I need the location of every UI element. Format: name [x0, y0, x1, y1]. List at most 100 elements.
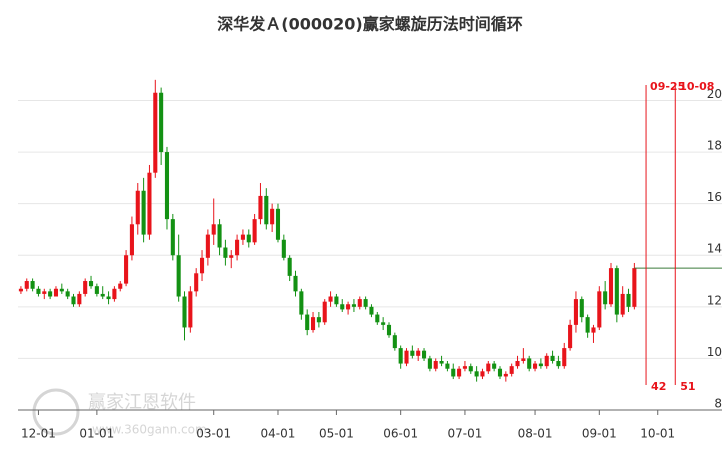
candle-body: [310, 317, 316, 331]
candle-body: [386, 324, 392, 336]
candle-body: [316, 317, 321, 323]
candle-body: [527, 358, 532, 369]
watermark: 赢家江恩软件 www.360gann.com: [32, 388, 207, 437]
x-tick-label: 03-01: [196, 427, 231, 441]
candle-body: [205, 234, 210, 258]
candle-body: [573, 299, 578, 325]
candle-body: [427, 358, 432, 369]
watermark-logo: [32, 388, 80, 436]
candle-body: [299, 291, 304, 315]
y-tick-label: 8: [714, 397, 722, 411]
candle-body: [497, 368, 503, 377]
candle-body: [305, 314, 310, 331]
candle-body: [170, 219, 175, 256]
candle-body: [591, 327, 596, 333]
candle-body: [503, 373, 508, 377]
candle-body: [579, 299, 584, 318]
candle-body: [433, 360, 438, 369]
candle-body: [550, 355, 555, 361]
candle-body: [392, 335, 397, 349]
candle-body: [445, 363, 450, 369]
candle-body: [492, 363, 497, 369]
candle-body: [252, 219, 257, 243]
y-tick-label: 16: [707, 190, 722, 204]
y-tick-label: 18: [707, 139, 722, 153]
candle-body: [462, 366, 467, 369]
candle-body: [597, 291, 602, 328]
x-tick-label: 10-01: [640, 427, 675, 441]
candle-body: [106, 296, 111, 300]
x-tick-label: 07-01: [448, 427, 483, 441]
candle-body: [141, 190, 146, 235]
x-tick-label: 06-01: [383, 427, 418, 441]
candle-body: [287, 257, 292, 276]
candle-body: [264, 195, 269, 225]
candle-body: [281, 239, 286, 258]
candle-body: [246, 234, 251, 243]
candle-body: [240, 234, 245, 240]
candle-body: [194, 273, 199, 292]
y-tick-label: 20: [707, 87, 722, 101]
candle-body: [129, 224, 134, 256]
candle-body: [381, 322, 386, 325]
candle-body: [556, 360, 561, 367]
candle-body: [398, 348, 403, 364]
candle-body: [159, 92, 164, 153]
candle-body: [71, 296, 76, 305]
candle-body: [65, 291, 70, 297]
candle-body: [451, 368, 456, 377]
candle-body: [53, 288, 59, 297]
chart-title: 深华发Ａ(000020)赢家螺旋历法时间循环: [217, 15, 522, 34]
candle-body: [346, 304, 351, 310]
candle-body: [94, 286, 99, 294]
candle-body: [351, 304, 356, 307]
candle-body: [48, 291, 53, 297]
watermark-name: 赢家江恩软件: [88, 391, 196, 413]
candle-body: [568, 324, 573, 349]
candle-body: [164, 152, 170, 220]
candle-body: [521, 358, 526, 361]
candle-body: [544, 355, 549, 367]
candle-body: [211, 224, 216, 235]
watermark-url: www.360gann.com: [92, 423, 207, 437]
x-tick-label: 09-01: [582, 427, 617, 441]
x-tick-label: 01-01: [79, 427, 114, 441]
candle-body: [199, 257, 205, 274]
candle-body: [30, 281, 35, 289]
candle-body: [18, 288, 23, 292]
candle-body: [275, 208, 281, 240]
candle-body: [457, 368, 462, 377]
cycle-count: 51: [680, 380, 695, 393]
cycle-count: 42: [651, 380, 666, 393]
x-tick-label: 04-01: [261, 427, 296, 441]
candle-body: [77, 293, 82, 305]
candle-body: [480, 371, 485, 377]
candle-body: [322, 301, 327, 323]
x-tick-label: 05-01: [319, 427, 354, 441]
candle-body: [88, 281, 94, 287]
candle-body: [620, 293, 625, 315]
candle-body: [229, 255, 234, 258]
cycle-date: 09-25: [650, 80, 685, 93]
candle-body: [486, 363, 491, 372]
candle-body: [375, 314, 380, 323]
candle-body: [626, 293, 631, 307]
candle-body: [410, 350, 415, 356]
candle-body: [135, 190, 140, 225]
y-tick-label: 10: [707, 345, 722, 359]
candle-body: [614, 268, 619, 315]
x-tick-label: 12-01: [21, 427, 56, 441]
candle-body: [59, 288, 64, 292]
candle-body: [357, 299, 362, 307]
cycle-date: 10-08: [679, 80, 714, 93]
candle-body: [474, 371, 479, 377]
candle-body: [404, 350, 409, 364]
candle-body: [223, 247, 228, 258]
candle-body: [182, 296, 187, 328]
candle-body: [188, 291, 193, 328]
candle-body: [439, 360, 444, 364]
y-tick-label: 14: [707, 242, 722, 256]
y-tick-label: 12: [707, 293, 722, 307]
candle-body: [468, 366, 473, 372]
